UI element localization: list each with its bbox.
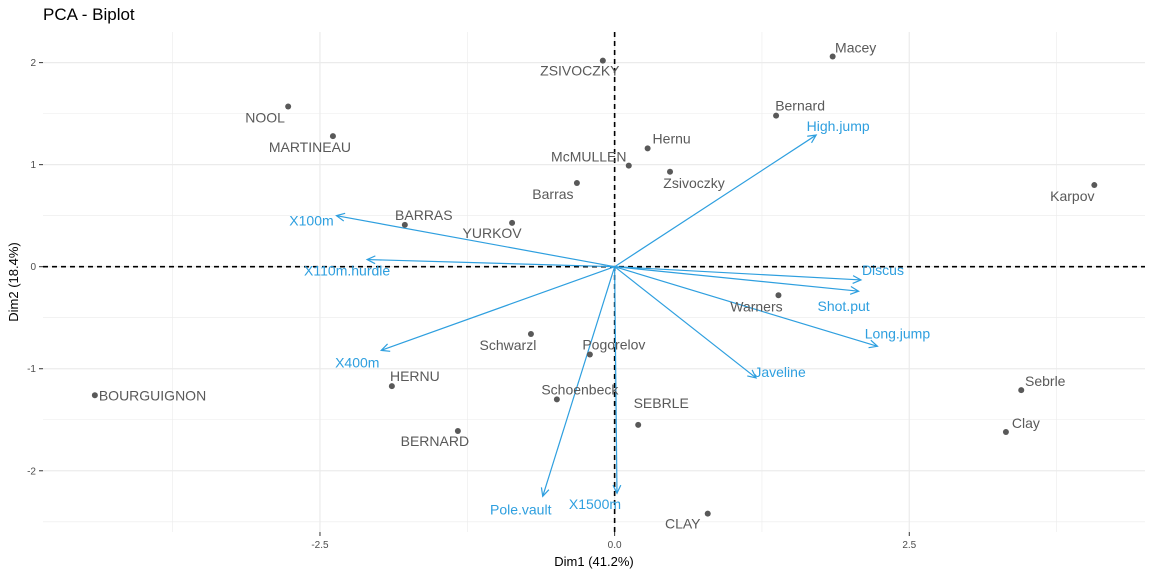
variable-arrowhead xyxy=(852,275,863,284)
variable-arrowhead xyxy=(807,134,818,144)
individual-label: Bernard xyxy=(775,98,825,114)
individual-label: SEBRLE xyxy=(634,395,689,411)
individual-point xyxy=(635,421,642,428)
y-tick-label: 0 xyxy=(30,262,36,273)
individual-label: ZSIVOCZKY xyxy=(540,63,620,79)
individual-point xyxy=(586,351,593,358)
individual-point xyxy=(329,133,336,140)
variable-arrowhead xyxy=(365,255,376,265)
x-tick-label: -2.5 xyxy=(311,540,329,551)
variable-arrowhead xyxy=(379,343,391,352)
individual-point xyxy=(401,221,408,228)
individual-label: MARTINEAU xyxy=(269,139,351,155)
individual-label: Schwarzl xyxy=(480,337,537,353)
individual-point xyxy=(704,510,711,517)
individual-label: Pogorelov xyxy=(582,336,645,352)
individual-label: Zsivoczky xyxy=(663,175,724,191)
variable-arrow-x400m xyxy=(381,266,615,351)
variable-label: Javeline xyxy=(754,364,806,380)
individual-label: Sebrle xyxy=(1025,373,1066,389)
individual-label: BOURGUIGNON xyxy=(99,387,206,403)
individual-label: Clay xyxy=(1012,415,1040,431)
y-axis-title: Dim2 (18.4%) xyxy=(6,242,21,321)
variable-arrow-discus xyxy=(614,266,861,281)
y-tick-label: -2 xyxy=(27,466,36,477)
individual-label: HERNU xyxy=(390,368,440,384)
x-tick-label: 0.0 xyxy=(608,540,622,551)
variable-label: X110m.hurdle xyxy=(304,263,390,279)
individual-point xyxy=(454,427,461,434)
individual-point xyxy=(1018,387,1025,394)
variable-label: Long.jump xyxy=(865,325,931,341)
variable-arrow-high.jump xyxy=(614,134,817,268)
variable-arrow-javeline xyxy=(614,266,757,379)
variable-arrowhead xyxy=(849,285,860,295)
individual-point xyxy=(1002,429,1009,435)
individual-label: BERNARD xyxy=(401,433,469,449)
individual-point xyxy=(573,180,580,187)
variable-arrow-long.jump xyxy=(614,266,878,347)
individual-label: Warners xyxy=(730,298,782,314)
variable-arrowhead xyxy=(540,487,550,498)
individual-point xyxy=(775,292,782,299)
individual-point xyxy=(527,331,534,338)
individual-point xyxy=(509,219,516,226)
variable-arrowhead xyxy=(747,369,758,379)
individual-label: BARRAS xyxy=(395,207,453,223)
individual-point xyxy=(388,383,395,390)
variable-label: High.jump xyxy=(807,118,870,134)
chart-title: PCA - Biplot xyxy=(43,5,135,24)
individual-label: CLAY xyxy=(665,516,701,532)
individual-point xyxy=(599,57,606,64)
individual-label: NOOL xyxy=(245,109,285,125)
variable-arrow-x1500m xyxy=(614,266,618,494)
individual-label: Schoenbeck xyxy=(541,381,619,397)
variable-arrow-pole.vault xyxy=(542,266,616,497)
individual-label: McMULLEN xyxy=(551,149,626,165)
individual-point xyxy=(553,396,560,403)
y-tick-label: 2 xyxy=(30,58,36,69)
variable-label: Discus xyxy=(862,262,904,278)
variable-arrowhead xyxy=(335,212,346,222)
individual-label: YURKOV xyxy=(463,225,523,241)
x-tick-label: 2.5 xyxy=(902,540,916,551)
variable-arrow-x110m.hurdle xyxy=(367,258,615,268)
individual-point xyxy=(773,112,780,119)
variable-label: Pole.vault xyxy=(490,501,552,517)
individual-point xyxy=(1091,182,1098,189)
individual-point xyxy=(91,392,98,399)
variable-arrowhead xyxy=(868,339,879,349)
variable-label: X1500m xyxy=(569,496,621,512)
individual-point xyxy=(625,162,632,169)
individual-point xyxy=(285,103,292,110)
individual-label: Hernu xyxy=(653,130,691,146)
variable-label: Shot.put xyxy=(818,298,870,314)
x-axis-title: Dim1 (41.2%) xyxy=(554,554,633,569)
variable-arrow-shot.put xyxy=(614,266,859,292)
variable-label: X400m xyxy=(335,354,379,370)
individual-label: Barras xyxy=(532,186,573,202)
variable-arrowhead xyxy=(612,484,622,495)
individual-point xyxy=(644,145,651,152)
variable-label: X100m xyxy=(289,213,333,229)
individual-label: Macey xyxy=(835,39,876,55)
individual-label: Karpov xyxy=(1050,188,1094,204)
variable-arrow-x100m xyxy=(336,215,615,268)
y-tick-label: 1 xyxy=(30,160,36,171)
individual-point xyxy=(829,53,836,60)
y-tick-label: -1 xyxy=(27,364,36,375)
individual-point xyxy=(667,168,674,175)
